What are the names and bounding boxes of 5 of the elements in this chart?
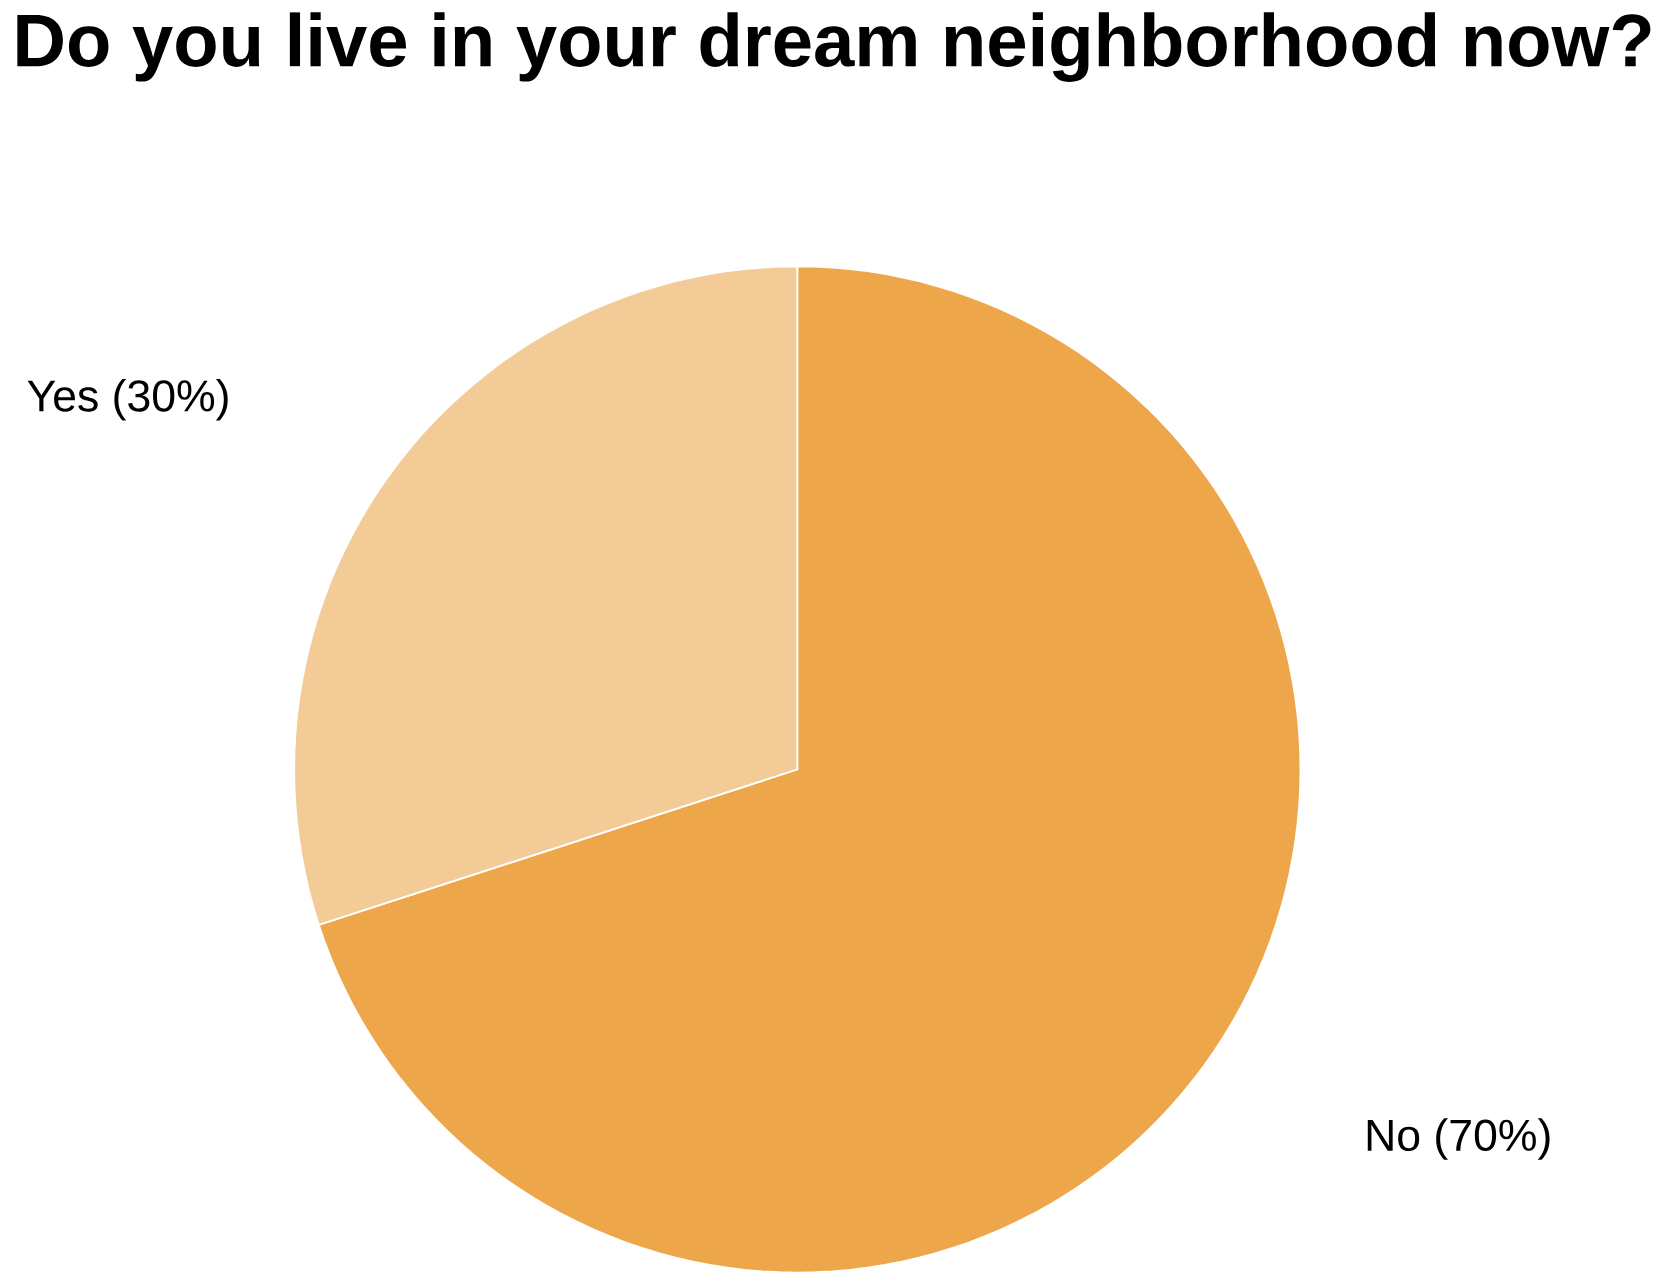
chart-title: Do you live in your dream neighborhood now?: [17, 12, 1651, 83]
slice-label: Yes: [27, 380, 98, 412]
data-label: (30%): [114, 379, 228, 421]
data-label: (70%): [1436, 1118, 1550, 1161]
slice-label: No: [1367, 1120, 1420, 1152]
